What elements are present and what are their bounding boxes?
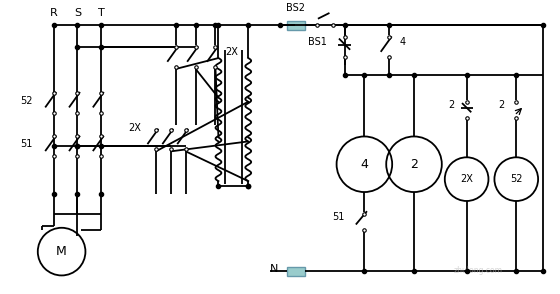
Text: S: S [74,8,81,18]
FancyBboxPatch shape [287,267,305,276]
Text: 51: 51 [332,212,344,222]
Text: 2: 2 [449,100,455,110]
Text: 4: 4 [361,158,368,171]
FancyBboxPatch shape [287,21,305,30]
Text: T: T [98,8,105,18]
Text: zhulong.com: zhulong.com [454,266,503,275]
Text: 2: 2 [410,158,418,171]
Text: 51: 51 [20,139,32,149]
Text: 2X: 2X [226,47,238,57]
Text: M: M [56,245,67,258]
Text: 52: 52 [20,96,32,106]
Text: R: R [50,8,58,18]
Text: BS1: BS1 [308,37,326,47]
Text: 2: 2 [498,100,505,110]
Text: 52: 52 [510,174,522,184]
Text: 4: 4 [399,37,405,47]
Text: 2X: 2X [460,174,473,184]
Text: N: N [269,265,278,275]
Text: BS2: BS2 [286,3,305,13]
Text: 2X: 2X [128,123,141,133]
